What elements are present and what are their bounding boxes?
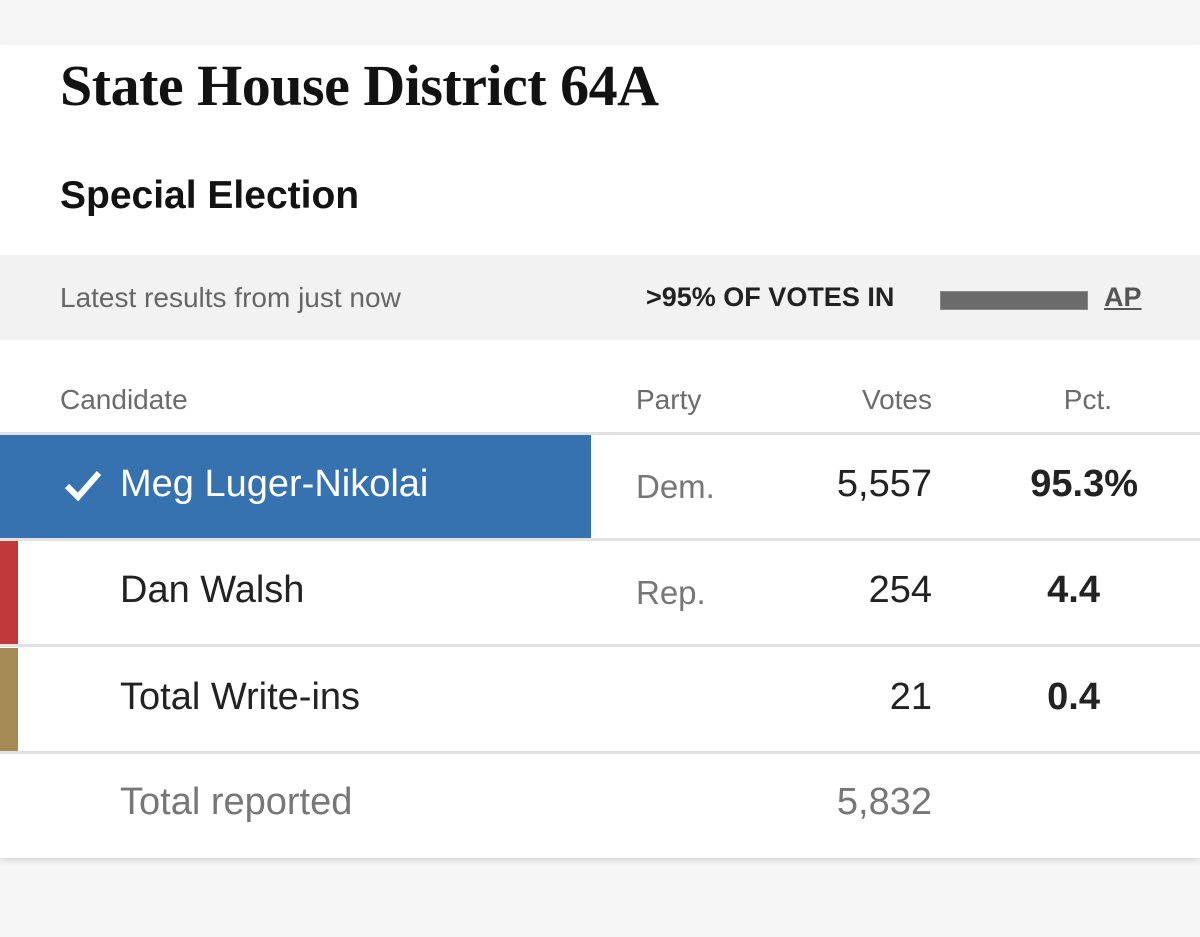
candidate-name: Total Write-ins bbox=[120, 676, 361, 718]
party-strip bbox=[0, 648, 18, 752]
column-header: Party bbox=[636, 384, 702, 415]
column-header: Votes bbox=[861, 384, 932, 415]
row-rule bbox=[0, 538, 1200, 541]
party: Dem. bbox=[636, 468, 715, 505]
total-votes: 5,832 bbox=[836, 781, 932, 823]
percent: 0.4 bbox=[1047, 676, 1100, 718]
winner-check bbox=[64, 465, 102, 510]
votes: 5,557 bbox=[836, 463, 932, 505]
header-rule bbox=[0, 432, 1200, 435]
row-rule bbox=[0, 644, 1200, 647]
votes: 254 bbox=[868, 569, 932, 611]
percent: 4.4 bbox=[1047, 569, 1100, 611]
party-strip bbox=[0, 541, 18, 645]
subtitle: Special Election bbox=[60, 174, 360, 217]
party: Rep. bbox=[636, 574, 706, 611]
updated-text: Latest results from just now bbox=[60, 282, 401, 313]
candidate-name: Dan Walsh bbox=[120, 569, 305, 611]
winner-highlight bbox=[0, 435, 591, 538]
column-header: Candidate bbox=[60, 384, 188, 415]
reporting-text: >95% OF VOTES IN bbox=[646, 282, 895, 312]
candidate-name: Meg Luger-Nikolai bbox=[120, 463, 429, 505]
reporting-bar bbox=[940, 291, 1088, 310]
source-link[interactable]: AP bbox=[1104, 282, 1142, 312]
percent: 95.3% bbox=[1030, 463, 1138, 505]
votes: 21 bbox=[889, 676, 932, 718]
column-header: Pct. bbox=[1063, 384, 1112, 415]
title: State House District 64A bbox=[60, 53, 659, 118]
total-label: Total reported bbox=[120, 781, 353, 823]
row-rule bbox=[0, 751, 1200, 754]
